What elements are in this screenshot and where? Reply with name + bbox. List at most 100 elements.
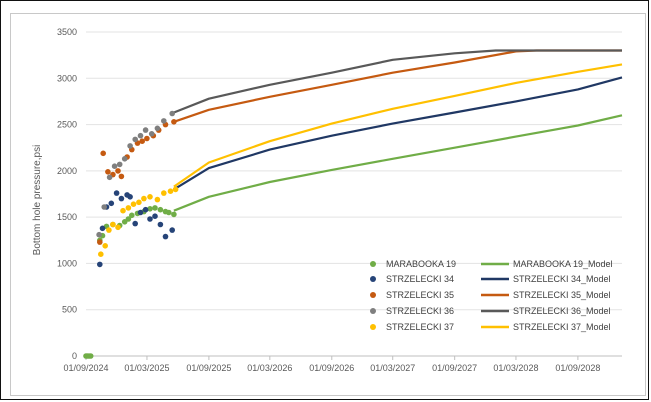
data-point bbox=[171, 211, 177, 218]
data-point bbox=[172, 186, 179, 193]
data-point bbox=[167, 188, 174, 194]
legend-label: STRZELECKI 36_Model bbox=[513, 306, 611, 316]
observed-series-points bbox=[83, 110, 179, 359]
data-point bbox=[127, 143, 133, 149]
data-point bbox=[97, 261, 103, 268]
y-tick-label: 2500 bbox=[57, 120, 77, 130]
data-point bbox=[154, 196, 161, 203]
y-tick-label: 3500 bbox=[57, 27, 77, 37]
y-axis-title: Bottom hole pressure,psi bbox=[32, 145, 43, 256]
data-point bbox=[157, 221, 164, 228]
data-point bbox=[120, 207, 126, 214]
data-point bbox=[132, 220, 138, 227]
x-axis-ticks: 01/09/2024 01/03/2025 01/09/2025 01/03/2026… bbox=[63, 356, 600, 373]
y-tick-label: 2000 bbox=[57, 166, 77, 176]
data-point bbox=[152, 205, 158, 211]
data-point bbox=[139, 138, 145, 144]
data-point bbox=[147, 206, 153, 212]
y-tick-label: 1000 bbox=[57, 258, 77, 268]
data-point bbox=[152, 213, 158, 219]
model-line bbox=[173, 49, 622, 114]
data-point bbox=[169, 227, 175, 233]
legend-marker bbox=[370, 324, 376, 330]
legend-label: MARABOOKA 19 bbox=[386, 259, 456, 269]
data-point bbox=[96, 231, 102, 238]
data-point bbox=[111, 163, 118, 169]
data-point bbox=[125, 216, 132, 222]
data-point bbox=[102, 243, 108, 249]
y-tick-label: 3000 bbox=[57, 73, 77, 83]
data-point bbox=[98, 251, 104, 257]
x-tick-label: 01/03/2025 bbox=[124, 363, 169, 373]
legend-marker bbox=[370, 261, 376, 267]
legend-marker bbox=[370, 276, 376, 282]
x-tick-label: 01/09/2025 bbox=[186, 363, 231, 373]
data-point bbox=[142, 206, 149, 213]
chart-area-border bbox=[10, 13, 646, 396]
y-tick-label: 1500 bbox=[57, 212, 77, 222]
model-line bbox=[173, 76, 623, 191]
data-point bbox=[148, 131, 155, 137]
data-point bbox=[129, 212, 135, 219]
x-tick-label: 01/03/2028 bbox=[493, 363, 538, 373]
data-point bbox=[171, 119, 177, 125]
data-point bbox=[169, 110, 175, 117]
legend-label: STRZELECKI 35_Model bbox=[513, 290, 611, 300]
data-point bbox=[106, 174, 113, 181]
data-point bbox=[87, 353, 94, 359]
x-tick-label: 01/09/2024 bbox=[63, 363, 108, 373]
data-point bbox=[147, 216, 153, 222]
y-tick-label: 500 bbox=[62, 305, 77, 315]
data-point bbox=[157, 206, 164, 213]
data-point bbox=[125, 205, 132, 211]
data-point bbox=[137, 209, 144, 216]
model-series-lines bbox=[173, 49, 623, 212]
data-point bbox=[147, 194, 153, 200]
data-point bbox=[118, 173, 125, 180]
legend-marker bbox=[370, 308, 376, 314]
data-point bbox=[105, 169, 111, 175]
legend-label: STRZELECKI 34_Model bbox=[513, 274, 611, 284]
model-line bbox=[173, 63, 623, 188]
data-point bbox=[141, 195, 147, 202]
data-point bbox=[162, 233, 169, 240]
data-point bbox=[108, 200, 115, 207]
data-point bbox=[132, 136, 138, 143]
data-point bbox=[130, 201, 137, 207]
model-line bbox=[173, 114, 623, 212]
legend: MARABOOKA 19 STRZELECKI 34 STRZELECKI 35 ST… bbox=[370, 259, 613, 332]
data-point bbox=[118, 195, 125, 202]
legend-label: STRZELECKI 35 bbox=[386, 290, 454, 300]
data-point bbox=[113, 190, 120, 196]
legend-marker bbox=[370, 292, 376, 298]
data-point bbox=[116, 161, 123, 168]
data-point bbox=[142, 127, 149, 133]
data-point bbox=[101, 204, 107, 210]
y-tick-label: 0 bbox=[72, 351, 77, 361]
legend-label: STRZELECKI 34 bbox=[386, 274, 454, 284]
data-point bbox=[115, 168, 121, 174]
data-point bbox=[137, 132, 144, 139]
legend-label: MARABOOKA 19_Model bbox=[513, 259, 613, 269]
data-point bbox=[100, 150, 106, 157]
data-point bbox=[161, 118, 167, 124]
x-tick-label: 01/03/2026 bbox=[247, 363, 292, 373]
data-point bbox=[110, 221, 116, 228]
x-tick-label: 01/09/2027 bbox=[432, 363, 477, 373]
data-point bbox=[161, 190, 167, 196]
x-tick-label: 01/03/2027 bbox=[370, 363, 415, 373]
data-point bbox=[121, 156, 128, 162]
x-tick-label: 01/09/2026 bbox=[309, 363, 354, 373]
data-point bbox=[127, 194, 133, 200]
data-point bbox=[115, 224, 121, 231]
data-point bbox=[154, 125, 161, 132]
legend-label: STRZELECKI 37_Model bbox=[513, 322, 611, 332]
legend-label: STRZELECKI 37 bbox=[386, 322, 454, 332]
legend-label: STRZELECKI 36 bbox=[386, 306, 454, 316]
x-tick-label: 01/09/2028 bbox=[555, 363, 600, 373]
data-point bbox=[144, 135, 150, 142]
gridlines bbox=[86, 31, 622, 357]
data-point bbox=[136, 199, 142, 206]
y-axis-ticks: 0 500 1000 1500 2000 2500 3000 3500 bbox=[57, 27, 77, 361]
